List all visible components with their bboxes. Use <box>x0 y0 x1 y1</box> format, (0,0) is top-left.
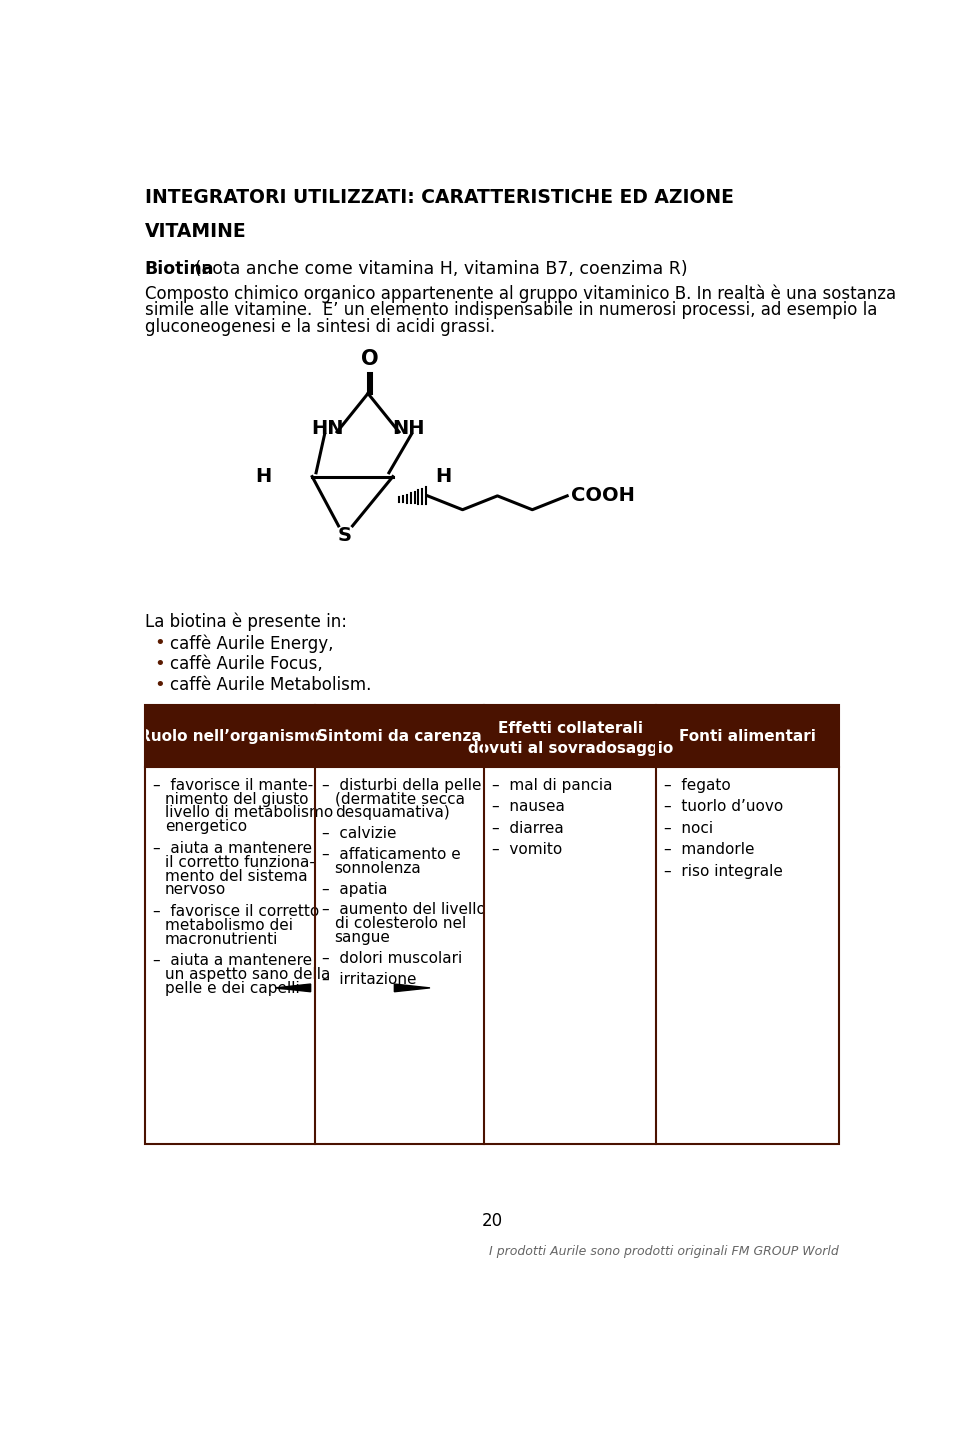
Text: COOH: COOH <box>571 486 635 506</box>
Text: simile alle vitamine.  E’ un elemento indispensabile in numerosi processi, ad es: simile alle vitamine. E’ un elemento ind… <box>145 302 877 319</box>
Text: –  dolori muscolari: – dolori muscolari <box>323 951 463 966</box>
Text: –  apatia: – apatia <box>323 882 388 896</box>
Text: HN: HN <box>311 419 344 438</box>
Text: il corretto funziona-: il corretto funziona- <box>165 854 315 870</box>
Text: 20: 20 <box>481 1212 503 1230</box>
Text: (dermatite secca: (dermatite secca <box>335 792 465 806</box>
Text: –  disturbi della pelle: – disturbi della pelle <box>323 777 482 793</box>
Text: VITAMINE: VITAMINE <box>145 222 247 241</box>
Text: –  calvizie: – calvizie <box>323 826 396 841</box>
Text: –  riso integrale: – riso integrale <box>664 864 783 879</box>
Text: Fonti alimentari: Fonti alimentari <box>680 728 816 744</box>
Text: –  diarrea: – diarrea <box>492 821 564 835</box>
Text: Ruolo nell’organismo: Ruolo nell’organismo <box>139 728 321 744</box>
Text: di colesterolo nel: di colesterolo nel <box>335 916 466 931</box>
Text: I prodotti Aurile sono prodotti originali FM GROUP World: I prodotti Aurile sono prodotti original… <box>490 1246 839 1259</box>
Text: Sintomi da carenza: Sintomi da carenza <box>317 728 482 744</box>
Text: INTEGRATORI UTILIZZATI: CARATTERISTICHE ED AZIONE: INTEGRATORI UTILIZZATI: CARATTERISTICHE … <box>145 188 733 207</box>
Text: –  irritazione: – irritazione <box>323 972 417 986</box>
Text: O: O <box>361 349 378 368</box>
Text: –  favorisce il mante-: – favorisce il mante- <box>153 777 313 793</box>
Text: desquamativa): desquamativa) <box>335 805 449 821</box>
Text: energetico: energetico <box>165 819 247 834</box>
Text: –  nausea: – nausea <box>492 799 564 815</box>
Text: un aspetto sano della: un aspetto sano della <box>165 967 330 982</box>
Text: –  affaticamento e: – affaticamento e <box>323 847 461 861</box>
Polygon shape <box>275 985 311 992</box>
Text: metabolismo dei: metabolismo dei <box>165 918 293 932</box>
Text: S: S <box>338 526 351 545</box>
Text: caffè Aurile Metabolism.: caffè Aurile Metabolism. <box>170 676 371 695</box>
Text: nimento del giusto: nimento del giusto <box>165 792 308 806</box>
Text: Biotina: Biotina <box>145 260 214 278</box>
Text: livello di metabolismo: livello di metabolismo <box>165 805 333 821</box>
Text: caffè Aurile Energy,: caffè Aurile Energy, <box>170 635 333 652</box>
Text: –  mandorle: – mandorle <box>664 842 755 857</box>
Text: –  aumento del livello: – aumento del livello <box>323 902 486 918</box>
Text: –  fegato: – fegato <box>664 777 731 793</box>
Text: pelle e dei capelli: pelle e dei capelli <box>165 982 300 996</box>
Text: La biotina è presente in:: La biotina è presente in: <box>145 613 347 631</box>
Bar <box>145 705 839 767</box>
Text: –  mal di pancia: – mal di pancia <box>492 777 612 793</box>
Text: •: • <box>155 635 165 652</box>
Text: macronutrienti: macronutrienti <box>165 932 278 947</box>
Text: –  favorisce il corretto: – favorisce il corretto <box>153 903 319 919</box>
Text: nervoso: nervoso <box>165 883 227 898</box>
Text: –  aiuta a mantenere: – aiuta a mantenere <box>153 841 312 855</box>
Text: sangue: sangue <box>335 929 391 945</box>
Text: Effetti collaterali: Effetti collaterali <box>498 721 643 737</box>
Text: –  tuorlo d’uovo: – tuorlo d’uovo <box>664 799 783 815</box>
Text: sonnolenza: sonnolenza <box>335 861 421 876</box>
Text: gluconeogenesi e la sintesi di acidi grassi.: gluconeogenesi e la sintesi di acidi gra… <box>145 318 495 336</box>
Text: H: H <box>254 467 271 486</box>
Text: NH: NH <box>392 419 424 438</box>
Bar <box>145 705 839 1144</box>
Text: –  vomito: – vomito <box>492 842 563 857</box>
Text: (nota anche come vitamina H, vitamina B7, coenzima R): (nota anche come vitamina H, vitamina B7… <box>189 260 687 278</box>
Text: caffè Aurile Focus,: caffè Aurile Focus, <box>170 655 323 673</box>
Text: dovuti al sovradosaggio: dovuti al sovradosaggio <box>468 741 673 755</box>
Text: –  aiuta a mantenere: – aiuta a mantenere <box>153 953 312 969</box>
Text: –  noci: – noci <box>664 821 713 835</box>
Text: Composto chimico organico appartenente al gruppo vitaminico B. In realtà è una s: Composto chimico organico appartenente a… <box>145 284 896 303</box>
Text: mento del sistema: mento del sistema <box>165 869 307 883</box>
Polygon shape <box>395 985 430 992</box>
Text: •: • <box>155 655 165 673</box>
Text: H: H <box>436 467 451 486</box>
Text: •: • <box>155 676 165 695</box>
